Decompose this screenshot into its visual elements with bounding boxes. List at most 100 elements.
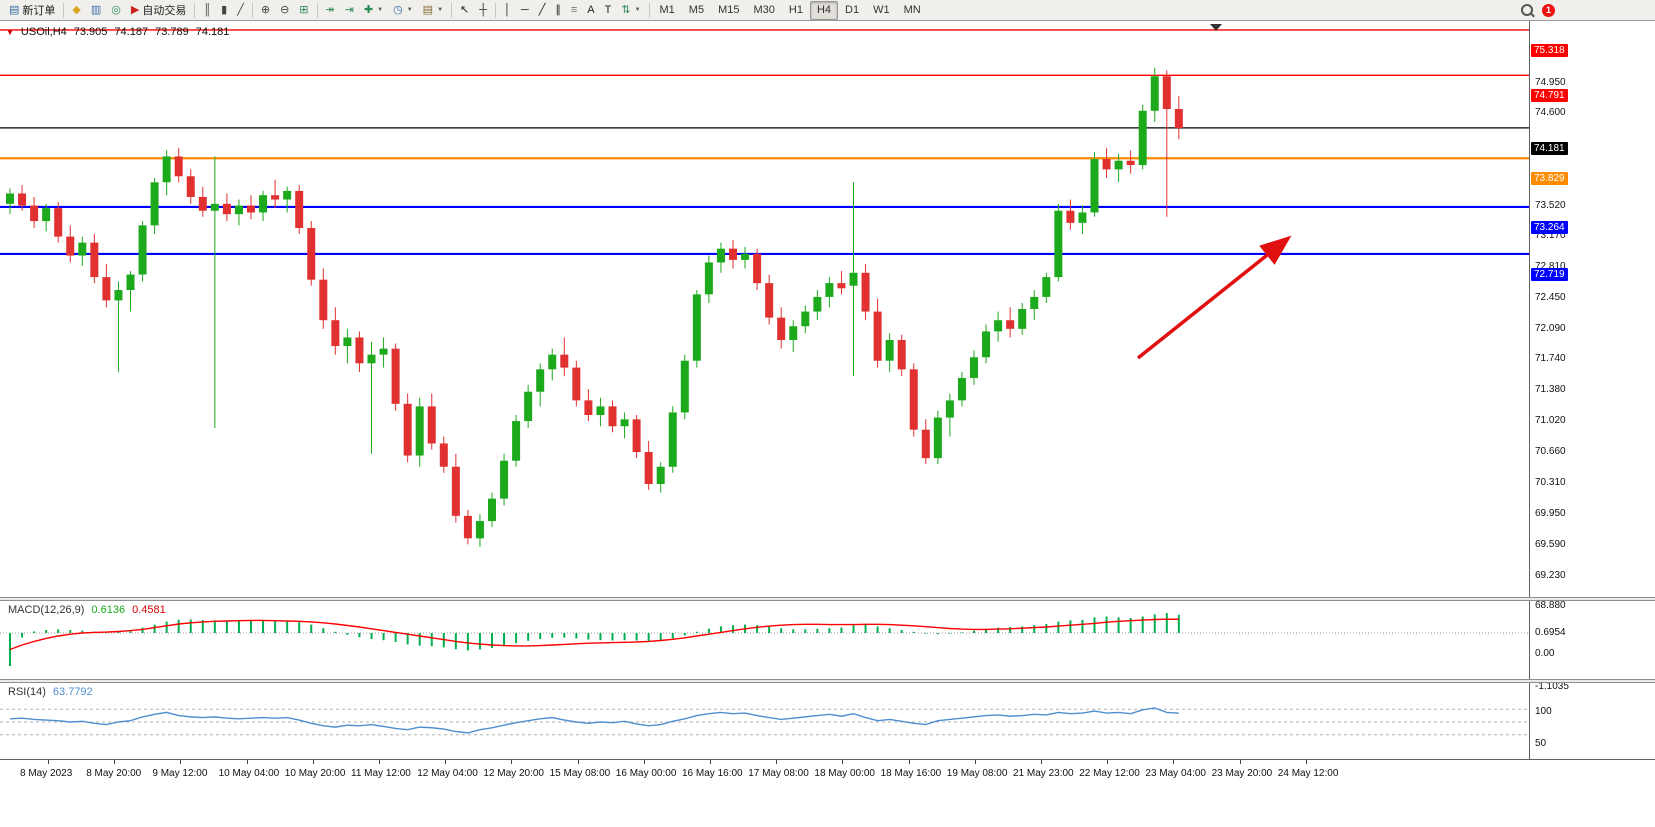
horizontal-line-button[interactable]: ─	[516, 0, 534, 21]
candle	[933, 410, 942, 465]
rsi-panel[interactable]: RSI(14) 63.7792	[0, 683, 1529, 759]
auto-scroll-button[interactable]: ↠	[321, 0, 340, 21]
tile-windows-button[interactable]: ⊞	[294, 0, 313, 21]
price-axis[interactable]: 74.950 74.600 73.520 73.170 72.810 72.450 72.0…	[1529, 21, 1655, 827]
candle	[30, 196, 39, 228]
text-button[interactable]: A	[582, 0, 599, 21]
candle	[704, 255, 713, 303]
candle	[78, 236, 87, 266]
time-tick	[577, 760, 579, 764]
new-order-button[interactable]: ▤ 新订单	[4, 0, 60, 21]
panel-splitter[interactable]	[0, 597, 1655, 601]
price-tick: 70.660	[1535, 446, 1566, 458]
time-tick	[379, 760, 380, 764]
timeframe-button-h1[interactable]: H1	[788, 4, 803, 16]
time-tick	[1107, 760, 1109, 764]
fibonacci-button[interactable]: ≡	[566, 0, 582, 21]
chart-shift-button[interactable]: ⇥	[340, 0, 359, 21]
line-chart-button[interactable]: ╱	[232, 0, 249, 21]
timeframe-buttons: M1 M5 M15 M30 H1 H4 D1 W1 MN	[653, 0, 928, 20]
equidistant-channel-button[interactable]: ∥	[550, 0, 566, 21]
crosshair-button[interactable]: ┼	[474, 0, 492, 21]
one-click-trading-icon[interactable]: ▼	[6, 27, 14, 37]
trend-arrow[interactable]	[1136, 235, 1292, 360]
price-tick: 72.810	[1535, 261, 1566, 273]
periods-button[interactable]: ◷ ▼	[388, 0, 418, 21]
trendline-button[interactable]: ╱	[534, 0, 551, 21]
symbol-ohlc-info: ▼ USOil,H4 73.905 74.187 73.789 74.181	[6, 26, 229, 38]
price-tick: 73.520	[1535, 199, 1566, 211]
time-tick	[246, 760, 248, 764]
zoom-out-button[interactable]: ⊖	[275, 0, 294, 21]
timeframe-button-m5[interactable]: M5	[688, 4, 705, 16]
zoom-in-button[interactable]: ⊕	[256, 0, 275, 21]
price-level-label: 75.318	[1531, 43, 1568, 57]
crosshair-icon: ┼	[479, 3, 488, 16]
candlestick-chart[interactable]	[0, 21, 1529, 597]
cursor-button[interactable]: ↖	[455, 0, 474, 21]
indicators-button[interactable]: ✚ ▼	[359, 0, 388, 21]
market-watch-button[interactable]: ◆	[67, 0, 85, 21]
candle	[295, 184, 304, 235]
timeframe-button-h4[interactable]: H4	[809, 0, 839, 20]
candle	[837, 271, 846, 295]
dropdown-arrow-icon: ▼	[406, 7, 413, 13]
candle	[150, 177, 159, 235]
macd-scale-tick: 0.00	[1535, 648, 1555, 659]
candle	[909, 363, 918, 437]
strategy-tester-button[interactable]: ◎	[106, 0, 126, 21]
price-level-label: 73.264	[1531, 220, 1568, 234]
toolbar-separator	[63, 2, 65, 18]
data-window-button[interactable]: ▥	[86, 0, 106, 21]
timeframe-button-mn[interactable]: MN	[903, 4, 921, 16]
autotrading-button-label: 自动交易	[142, 5, 187, 17]
time-axis[interactable]: 8 May 2023 8 May 20:00 9 May 12:00 10 May 0…	[0, 759, 1655, 827]
candle	[102, 264, 111, 308]
macd-label: MACD(12,26,9)	[8, 604, 85, 616]
price-tick: 74.950	[1535, 76, 1566, 88]
timeframe-button-m1[interactable]: M1	[659, 4, 675, 16]
candle	[1102, 147, 1111, 178]
arrows-button[interactable]: ⇅ ▼	[616, 0, 645, 21]
time-tick	[710, 760, 711, 764]
time-label: 23 May 04:00	[1145, 768, 1206, 779]
candlestick-chart-button[interactable]: ▮	[216, 0, 232, 21]
timeframe-button-m15[interactable]: M15	[718, 4, 740, 16]
time-tick	[643, 760, 645, 764]
candle	[1006, 307, 1015, 338]
new-order-icon: ▤	[9, 3, 20, 16]
dropdown-arrow-icon: ▼	[377, 7, 384, 13]
macd-signal-value: 0.4581	[132, 604, 166, 616]
candle	[656, 462, 665, 493]
notification-badge[interactable]: 1	[1542, 3, 1555, 17]
chart-shift-marker[interactable]	[1210, 24, 1222, 31]
timeframe-button-m30[interactable]: M30	[753, 4, 775, 16]
strategy-tester-icon: ◎	[111, 3, 121, 16]
text-icon: A	[587, 3, 595, 16]
macd-histogram	[9, 613, 1180, 666]
macd-panel[interactable]: MACD(12,26,9) 0.6136 0.4581	[0, 601, 1529, 679]
candle	[512, 415, 521, 467]
vertical-line-button[interactable]: │	[499, 0, 516, 21]
candle	[6, 188, 14, 215]
zoom-out-icon: ⊖	[280, 3, 290, 16]
timeframe-button-w1[interactable]: W1	[873, 4, 890, 16]
timeframe-button-d1[interactable]: D1	[845, 4, 860, 16]
candle	[331, 307, 340, 355]
candle	[247, 195, 255, 220]
candle	[427, 393, 436, 450]
price-chart-panel[interactable]: ▼ USOil,H4 73.905 74.187 73.789 74.181	[0, 21, 1529, 597]
bar-chart-button[interactable]: ║	[198, 0, 216, 21]
macd-chart	[0, 613, 1529, 666]
text-label-button[interactable]: T	[600, 0, 617, 21]
new-order-button-label: 新订单	[22, 5, 56, 17]
autotrading-button[interactable]: ▶ 自动交易	[126, 0, 191, 21]
time-label: 12 May 20:00	[483, 768, 544, 779]
panel-splitter[interactable]	[0, 679, 1655, 683]
rsi-line	[9, 707, 1179, 734]
candle	[475, 514, 484, 547]
time-label: 22 May 12:00	[1079, 768, 1140, 779]
templates-button[interactable]: ▤ ▼	[418, 0, 448, 21]
candle	[1126, 150, 1135, 174]
search-icon[interactable]	[1521, 4, 1533, 16]
